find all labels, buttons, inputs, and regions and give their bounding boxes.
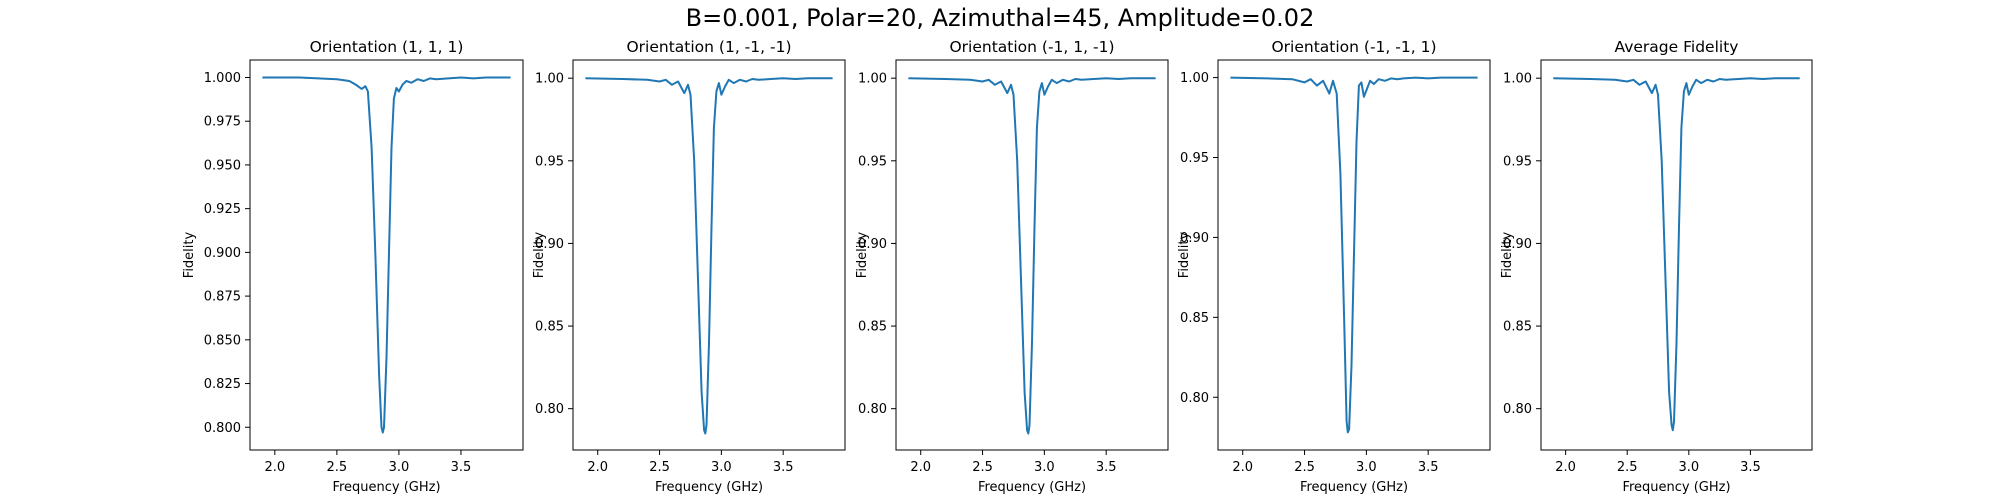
y-tick-label: 0.850 — [204, 333, 241, 348]
x-tick-label: 3.0 — [1356, 460, 1377, 475]
y-tick-label: 0.85 — [1503, 320, 1532, 335]
y-tick-label: 0.95 — [1180, 151, 1209, 166]
x-tick-label: 3.5 — [1096, 460, 1117, 475]
chart-title: Orientation (-1, 1, -1) — [949, 38, 1114, 56]
y-tick-label: 0.900 — [204, 246, 241, 261]
chart-title: Orientation (1, -1, -1) — [626, 38, 791, 56]
y-tick-label: 0.950 — [204, 158, 241, 173]
series-line — [1230, 76, 1478, 434]
y-tick-label: 0.90 — [535, 237, 564, 252]
y-tick-label: 0.85 — [1180, 311, 1209, 326]
series-line — [908, 77, 1156, 435]
series-line — [262, 76, 511, 434]
x-tick-label: 3.0 — [711, 460, 732, 475]
y-tick-label: 0.85 — [535, 320, 564, 335]
x-axis-label: Frequency (GHz) — [1622, 480, 1730, 495]
x-tick-label: 3.5 — [1418, 460, 1439, 475]
x-tick-label: 3.5 — [773, 460, 794, 475]
y-tick-label: 0.80 — [858, 402, 887, 417]
y-tick-label: 0.85 — [858, 320, 887, 335]
x-tick-label: 3.0 — [1678, 460, 1699, 475]
y-tick-label: 0.975 — [204, 115, 241, 130]
x-tick-label: 2.5 — [972, 460, 993, 475]
chart-panel-2: 2.0 2.5 3.0 3.5 0.80 0.85 0.90 0.95 1.00 Orientat… — [532, 38, 846, 495]
x-tick-label: 2.0 — [910, 460, 931, 475]
x-tick-label: 2.0 — [1555, 460, 1576, 475]
y-tick-label: 0.95 — [1503, 154, 1532, 169]
x-tick-label: 2.5 — [1617, 460, 1638, 475]
x-tick-label: 3.5 — [451, 460, 472, 475]
y-axis-label: Fidelity — [855, 231, 870, 278]
y-tick-label: 0.80 — [1180, 391, 1209, 406]
x-axis-label: Frequency (GHz) — [332, 480, 440, 495]
axes-frame — [572, 59, 846, 451]
x-tick-label: 2.0 — [264, 460, 285, 475]
y-tick-label: 1.00 — [1503, 72, 1532, 87]
x-tick-label: 3.0 — [1034, 460, 1055, 475]
chart-title: Orientation (1, 1, 1) — [310, 38, 464, 56]
x-axis-label: Frequency (GHz) — [655, 480, 763, 495]
y-tick-label: 0.875 — [204, 290, 241, 305]
x-axis-label: Frequency (GHz) — [978, 480, 1086, 495]
x-tick-label: 2.0 — [587, 460, 608, 475]
x-axis-label: Frequency (GHz) — [1300, 480, 1408, 495]
x-tick-label: 2.5 — [649, 460, 670, 475]
y-tick-label: 0.95 — [535, 154, 564, 169]
y-tick-label: 1.00 — [1180, 71, 1209, 86]
y-axis-label: Fidelity — [182, 231, 197, 278]
figure-suptitle: B=0.001, Polar=20, Azimuthal=45, Amplitu… — [685, 4, 1315, 32]
y-tick-label: 0.95 — [858, 154, 887, 169]
y-tick-label: 1.00 — [535, 72, 564, 87]
chart-panel-4: 2.0 2.5 3.0 3.5 0.80 0.85 0.90 0.95 1.00 Orientat… — [1177, 38, 1491, 495]
y-axis-label: Fidelity — [1500, 231, 1515, 278]
chart-title: Orientation (-1, -1, 1) — [1271, 38, 1436, 56]
series-line — [585, 77, 833, 435]
x-tick-label: 3.0 — [389, 460, 410, 475]
y-tick-label: 0.925 — [204, 202, 241, 217]
chart-panel-3: 2.0 2.5 3.0 3.5 0.80 0.85 0.90 0.95 1.00 Orientat… — [855, 38, 1169, 495]
y-axis-label: Fidelity — [532, 231, 547, 278]
axes-frame — [895, 59, 1169, 451]
y-tick-label: 1.00 — [858, 72, 887, 87]
axes-frame — [249, 59, 524, 451]
y-tick-label: 0.80 — [1503, 402, 1532, 417]
chart-panel-1: 2.0 2.5 3.0 3.5 0.800 0.825 0.850 0.875 0.900 0.9… — [182, 38, 524, 495]
x-tick-label: 2.5 — [1294, 460, 1315, 475]
x-tick-label: 3.5 — [1740, 460, 1761, 475]
y-tick-label: 0.90 — [1180, 231, 1209, 246]
chart-panel-5: 2.0 2.5 3.0 3.5 0.80 0.85 0.90 0.95 1.00 Average … — [1500, 38, 1813, 495]
chart-title: Average Fidelity — [1615, 38, 1739, 56]
x-tick-label: 2.5 — [327, 460, 348, 475]
axes-frame — [1540, 59, 1813, 451]
axes-frame — [1217, 59, 1491, 451]
y-tick-label: 1.000 — [204, 71, 241, 86]
y-tick-label: 0.825 — [204, 377, 241, 392]
x-tick-label: 2.0 — [1232, 460, 1253, 475]
y-tick-label: 0.90 — [1503, 237, 1532, 252]
y-tick-label: 0.80 — [535, 402, 564, 417]
y-tick-label: 0.800 — [204, 421, 241, 436]
series-line — [1553, 77, 1800, 432]
y-axis-label: Fidelity — [1177, 231, 1192, 278]
y-tick-label: 0.90 — [858, 237, 887, 252]
